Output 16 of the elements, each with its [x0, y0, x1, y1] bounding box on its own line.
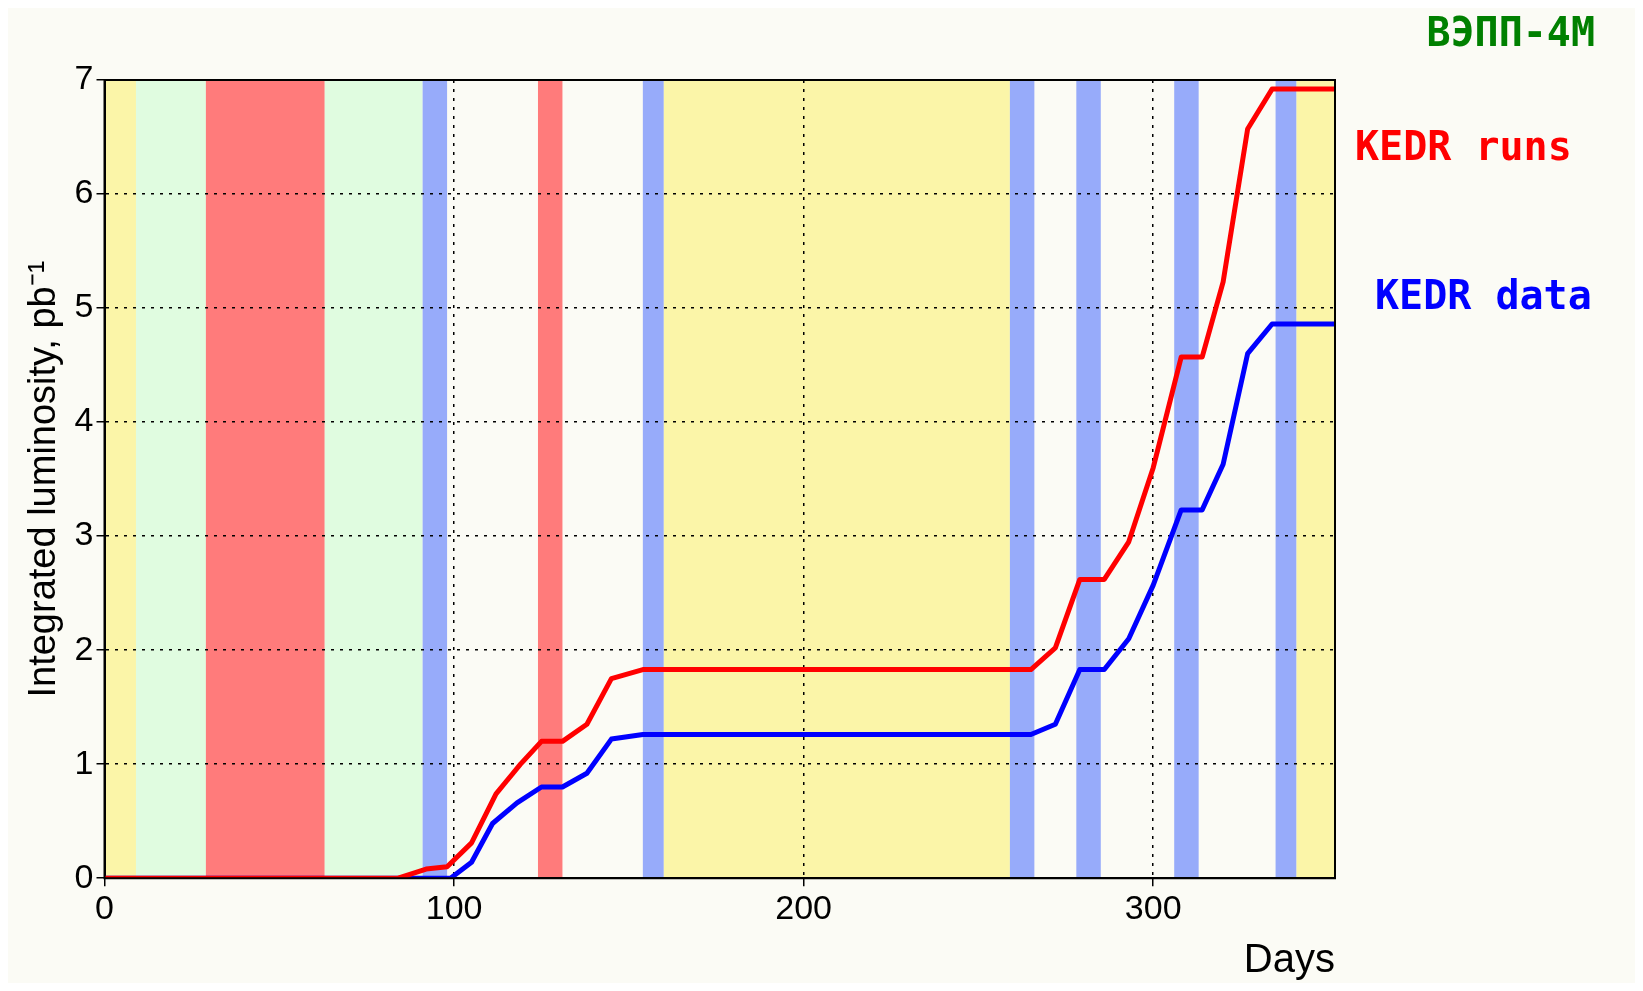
- x-tick-label: 100: [425, 887, 483, 926]
- y-tick-label: 0: [74, 856, 94, 895]
- y-tick-label: 6: [74, 172, 94, 211]
- y-tick-label: 7: [74, 58, 94, 97]
- series-label: KEDR runs: [1355, 122, 1572, 169]
- y-tick-label: 5: [74, 286, 94, 325]
- x-axis-title: Days: [1243, 936, 1335, 981]
- y-axis-title: Integrated luminosity, pb⁻¹: [21, 260, 64, 698]
- x-tick-label: 200: [775, 887, 833, 926]
- y-tick-label: 1: [74, 742, 94, 781]
- x-tick-label: 300: [1124, 887, 1182, 926]
- series-label: KEDR data: [1375, 272, 1592, 319]
- y-tick-label: 3: [74, 514, 94, 553]
- y-tick-label: 2: [74, 628, 94, 667]
- y-tick-label: 4: [74, 400, 94, 439]
- text: ВЭПП-4М: [1426, 9, 1595, 56]
